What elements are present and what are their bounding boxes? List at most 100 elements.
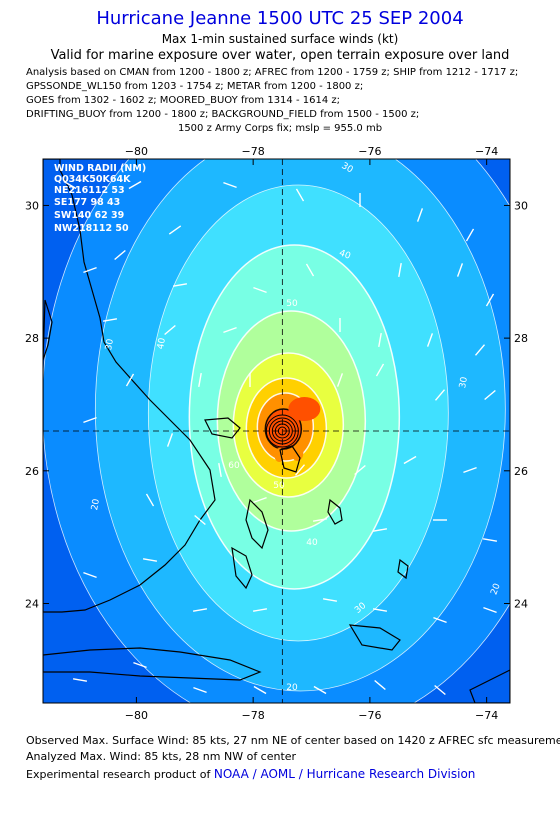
wind-vector bbox=[305, 263, 315, 277]
wind-vector bbox=[484, 389, 496, 401]
wind-vector bbox=[198, 372, 202, 388]
wind-vector bbox=[354, 464, 366, 476]
contour-label: 20 bbox=[90, 498, 102, 511]
x-tick-label-top: −74 bbox=[475, 145, 498, 158]
credit-org-link[interactable]: NOAA / AOML / Hurricane Research Divisio… bbox=[213, 767, 476, 781]
plot-frame bbox=[42, 158, 511, 704]
wind-vector bbox=[482, 538, 498, 542]
y-tick-label-left: 26 bbox=[25, 465, 39, 478]
wind-radii-table: WIND RADII (NM) Q034K50K64K NE216112 53 … bbox=[54, 163, 146, 234]
analyzed-max-wind: Analyzed Max. Wind: 85 kts, 28 nm NW of … bbox=[26, 750, 297, 763]
wind-vector bbox=[133, 661, 147, 669]
observed-max-wind: Observed Max. Surface Wind: 85 kts, 27 n… bbox=[26, 734, 560, 747]
wind-contour-level bbox=[274, 448, 285, 462]
contour-label: 40 bbox=[306, 538, 318, 548]
contour-label: 20 bbox=[489, 582, 502, 596]
contour-label: 20 bbox=[286, 683, 298, 693]
wind-vector bbox=[398, 262, 402, 278]
wind-vector bbox=[125, 373, 135, 387]
wind-vector bbox=[434, 684, 446, 696]
wind-vector bbox=[403, 455, 417, 465]
wind-vector bbox=[372, 608, 388, 612]
credit-line: Experimental research product of NOAA / … bbox=[26, 767, 475, 781]
y-tick-label-right: 24 bbox=[514, 597, 528, 610]
wind-vector bbox=[426, 333, 434, 347]
x-tick-label-top: −78 bbox=[242, 145, 265, 158]
contour-label: 60 bbox=[228, 461, 240, 471]
y-tick-label-left: 28 bbox=[25, 332, 39, 345]
analysis-line: Analysis based on CMAN from 1200 - 1800 … bbox=[26, 67, 519, 78]
x-tick-label-bottom: −76 bbox=[358, 709, 381, 722]
max-wind-core bbox=[288, 397, 321, 421]
coastline bbox=[245, 498, 269, 550]
contour-label: 40 bbox=[338, 248, 352, 261]
wind-vector bbox=[63, 180, 77, 190]
wind-vector bbox=[474, 344, 486, 356]
wind-radii-row: NW218112 50 bbox=[54, 223, 129, 234]
coastline bbox=[43, 647, 262, 681]
contour-label: 30 bbox=[458, 376, 470, 389]
analysis-line: GOES from 1302 - 1602 z; MOORED_BUOY fro… bbox=[26, 95, 340, 106]
wind-vector bbox=[295, 188, 305, 202]
wind-vector bbox=[223, 181, 237, 189]
wind-vector bbox=[312, 518, 328, 522]
wind-vector bbox=[456, 263, 464, 277]
wind-vector bbox=[375, 363, 385, 377]
y-tick-label-right: 30 bbox=[514, 199, 528, 212]
wind-vector bbox=[322, 598, 338, 602]
chart-title: Hurricane Jeanne 1500 UTC 25 SEP 2004 bbox=[96, 8, 464, 29]
wind-vector bbox=[313, 685, 327, 695]
wind-vector bbox=[83, 571, 97, 579]
wind-vector bbox=[193, 686, 207, 694]
credit-prefix: Experimental research product of bbox=[26, 768, 214, 781]
contour-label: 30 bbox=[104, 338, 116, 351]
contour-label: 40 bbox=[156, 337, 168, 350]
wind-vector bbox=[465, 228, 475, 242]
contour-label: 50 bbox=[273, 481, 285, 491]
wind-vector bbox=[434, 389, 446, 401]
coastline bbox=[204, 417, 241, 439]
wind-radii-header: Q034K50K64K bbox=[54, 174, 131, 185]
wind-vector bbox=[374, 679, 386, 691]
wind-vector bbox=[128, 180, 142, 190]
wind-vector bbox=[192, 608, 208, 612]
coastline bbox=[231, 546, 253, 590]
y-tick-label-left: 30 bbox=[25, 199, 39, 212]
chart-subtitle: Max 1-min sustained surface winds (kt) bbox=[161, 32, 399, 46]
wind-vector bbox=[378, 332, 382, 348]
wind-vector bbox=[145, 493, 155, 507]
x-tick-label-bottom: −80 bbox=[125, 709, 148, 722]
wind-vector bbox=[253, 685, 267, 695]
wind-vector bbox=[416, 208, 424, 222]
x-tick-label-top: −76 bbox=[358, 145, 381, 158]
wind-vector bbox=[336, 373, 344, 387]
wind-vector bbox=[483, 606, 497, 614]
chart-subtitle-exposure: Valid for marine exposure over water, op… bbox=[50, 48, 510, 63]
wind-vector bbox=[463, 466, 477, 474]
wind-radii-row: SE177 98 43 bbox=[54, 197, 120, 208]
wind-vector bbox=[102, 318, 118, 322]
coastline bbox=[348, 624, 401, 651]
wind-vector bbox=[253, 496, 267, 504]
x-tick-label-top: −80 bbox=[125, 145, 148, 158]
wind-vector bbox=[194, 514, 206, 526]
coastline bbox=[397, 558, 409, 580]
axes: −80 −80 −78 −78 −76 −76 −74 −74 24 24 26 26 28 28 30 30 bbox=[25, 145, 528, 722]
fix-line: 1500 z Army Corps fix; mslp = 955.0 mb bbox=[177, 123, 383, 134]
wind-vector bbox=[433, 616, 447, 624]
coastline bbox=[279, 445, 301, 473]
wind-vector bbox=[485, 293, 495, 307]
wind-vector bbox=[223, 326, 237, 334]
wind-vector bbox=[72, 678, 88, 682]
y-tick-label-right: 28 bbox=[514, 332, 528, 345]
wind-vector bbox=[142, 558, 158, 562]
y-tick-label-right: 26 bbox=[514, 465, 528, 478]
wind-vector bbox=[218, 462, 222, 478]
x-tick-label-bottom: −74 bbox=[475, 709, 498, 722]
wind-vector bbox=[114, 249, 126, 261]
coastline bbox=[469, 669, 510, 703]
coastline bbox=[43, 299, 53, 361]
wind-vector bbox=[83, 416, 97, 424]
coastline bbox=[327, 498, 343, 525]
